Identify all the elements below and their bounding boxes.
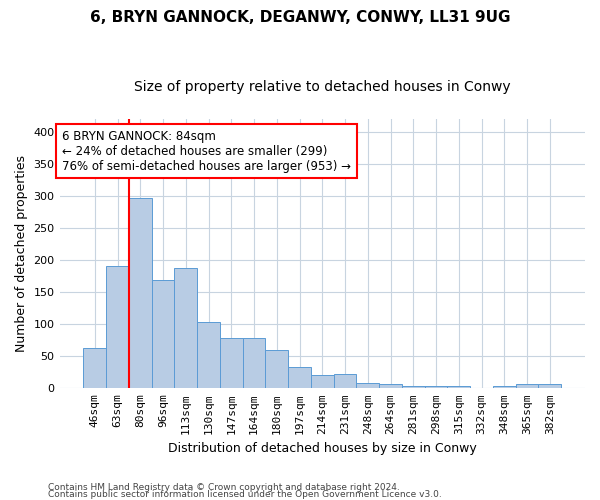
Bar — [311, 376, 334, 388]
Bar — [242, 338, 265, 388]
Bar — [515, 384, 538, 388]
Bar — [356, 382, 379, 388]
Bar — [379, 384, 402, 388]
X-axis label: Distribution of detached houses by size in Conwy: Distribution of detached houses by size … — [168, 442, 476, 455]
Text: 6 BRYN GANNOCK: 84sqm
← 24% of detached houses are smaller (299)
76% of semi-det: 6 BRYN GANNOCK: 84sqm ← 24% of detached … — [62, 130, 351, 172]
Bar — [220, 338, 242, 388]
Bar — [334, 374, 356, 388]
Text: 6, BRYN GANNOCK, DEGANWY, CONWY, LL31 9UG: 6, BRYN GANNOCK, DEGANWY, CONWY, LL31 9U… — [90, 10, 510, 25]
Text: Contains public sector information licensed under the Open Government Licence v3: Contains public sector information licen… — [48, 490, 442, 499]
Bar — [83, 348, 106, 389]
Bar — [425, 386, 448, 388]
Bar — [538, 384, 561, 388]
Bar — [175, 268, 197, 388]
Bar — [265, 350, 288, 389]
Bar — [288, 367, 311, 388]
Bar — [106, 266, 129, 388]
Bar — [197, 322, 220, 388]
Bar — [402, 386, 425, 388]
Bar — [129, 198, 152, 388]
Title: Size of property relative to detached houses in Conwy: Size of property relative to detached ho… — [134, 80, 511, 94]
Bar — [493, 386, 515, 388]
Bar — [152, 280, 175, 388]
Bar — [448, 386, 470, 388]
Text: Contains HM Land Registry data © Crown copyright and database right 2024.: Contains HM Land Registry data © Crown c… — [48, 484, 400, 492]
Y-axis label: Number of detached properties: Number of detached properties — [15, 155, 28, 352]
